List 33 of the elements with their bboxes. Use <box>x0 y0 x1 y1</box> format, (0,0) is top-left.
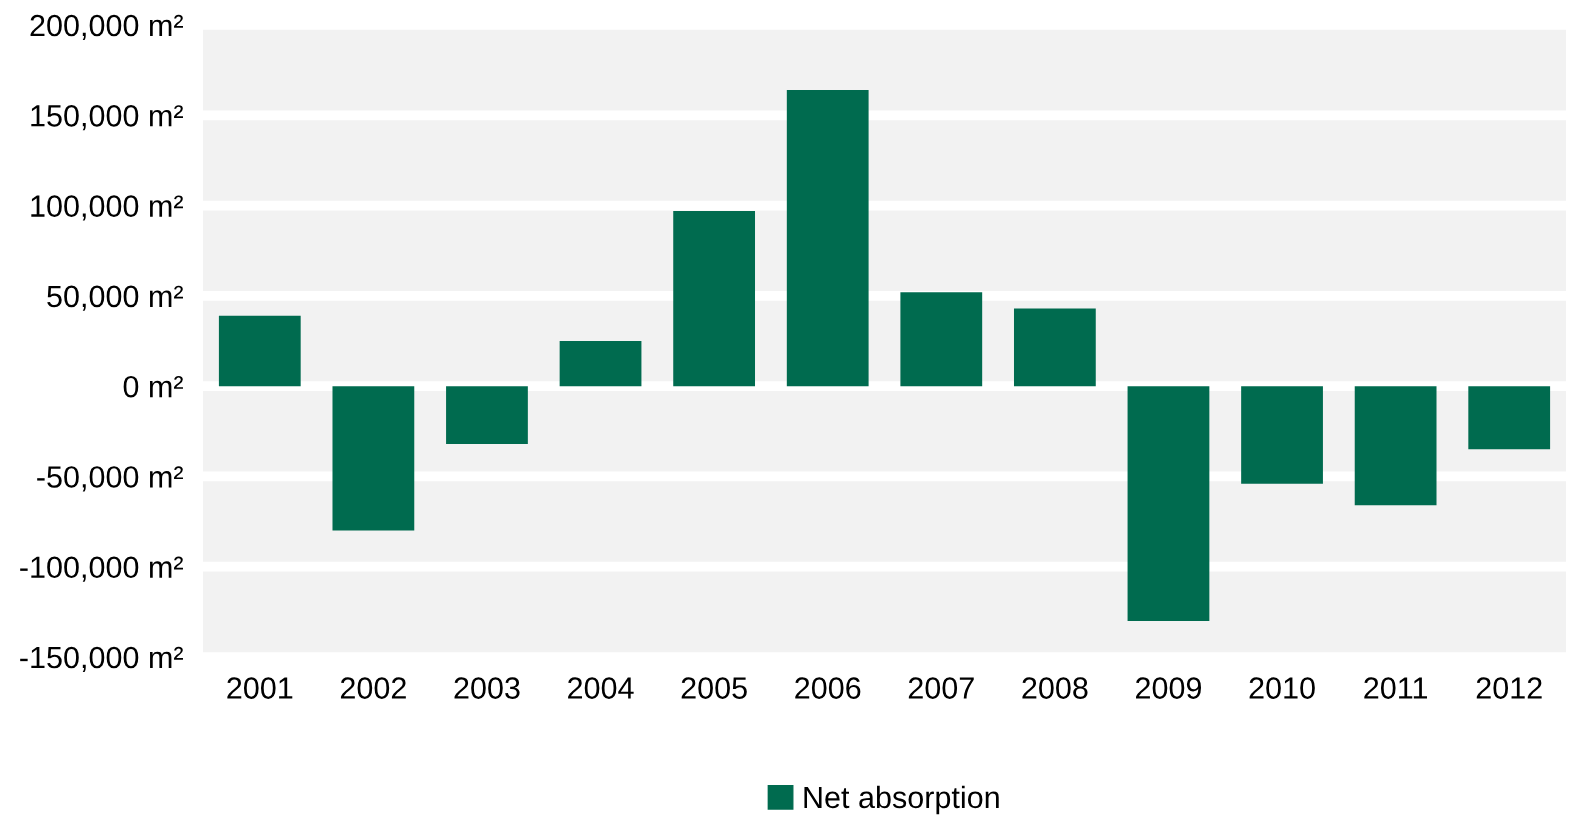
y-tick-label: -150,000 m² <box>20 646 183 672</box>
x-tick-label: 2003 <box>454 677 520 699</box>
x-tick-label: 2001 <box>227 677 293 699</box>
bar <box>673 210 756 387</box>
y-tick-label: 100,000 m² <box>31 195 183 221</box>
y-tick-label: 150,000 m² <box>31 105 183 131</box>
y-tick-label: -100,000 m² <box>20 556 183 582</box>
x-tick-label: 2006 <box>795 677 861 699</box>
x-tick-label: 2010 <box>1249 677 1315 699</box>
x-tick-label: 2004 <box>568 677 634 699</box>
x-tick-label: 2008 <box>1022 677 1088 699</box>
bar <box>332 386 415 531</box>
x-tick-label: 2005 <box>681 677 747 699</box>
bar <box>218 315 301 387</box>
bar <box>1127 386 1210 621</box>
x-tick-label: 2007 <box>908 677 974 699</box>
y-tick-label: 0 m² <box>123 375 183 398</box>
bar <box>1354 386 1437 506</box>
bar <box>559 341 642 387</box>
y-tick-label: -50,000 m² <box>37 466 183 492</box>
x-tick-label: 2011 <box>1364 677 1427 699</box>
bar <box>1013 308 1096 387</box>
bar <box>786 90 869 387</box>
x-tick-label: 2002 <box>340 677 406 699</box>
legend-label: Net absorption <box>804 785 999 815</box>
bar <box>900 292 983 387</box>
bar <box>1241 386 1323 484</box>
y-tick-label: 200,000 m² <box>30 14 183 40</box>
x-tick-label: 2012 <box>1476 677 1542 699</box>
x-tick-label: 2009 <box>1136 677 1201 699</box>
bar <box>1468 386 1551 450</box>
y-tick-label: 50,000 m² <box>47 285 183 311</box>
bar <box>446 386 528 444</box>
